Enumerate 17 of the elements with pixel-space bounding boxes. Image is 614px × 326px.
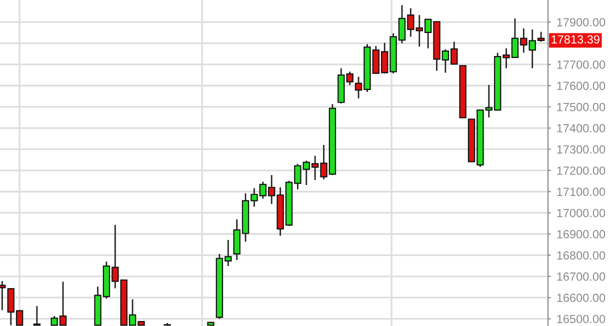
y-tick-label: 17400.00 xyxy=(557,124,606,132)
candlestick xyxy=(33,305,41,326)
y-tick-label: 17100.00 xyxy=(557,188,606,196)
y-tick-label: 16800.00 xyxy=(557,251,606,260)
y-tick-label: 17900.00 xyxy=(557,18,606,26)
candlestick xyxy=(0,280,6,311)
y-tick-label: 16900.00 xyxy=(557,230,606,238)
y-tick-label: 17300.00 xyxy=(557,145,606,154)
y-tick-label: 17600.00 xyxy=(557,82,606,90)
y-tick-label: 17700.00 xyxy=(557,60,606,69)
text: 17813.39 xyxy=(552,35,600,44)
y-tick-label: 16700.00 xyxy=(557,272,606,281)
y-tick-label: 17500.00 xyxy=(557,102,606,112)
y-tick-label: 16500.00 xyxy=(557,314,606,324)
y-tick-label: 17000.00 xyxy=(557,208,606,218)
y-tick-label: 16600.00 xyxy=(557,294,606,302)
y-tick-label: 17200.00 xyxy=(557,166,606,175)
